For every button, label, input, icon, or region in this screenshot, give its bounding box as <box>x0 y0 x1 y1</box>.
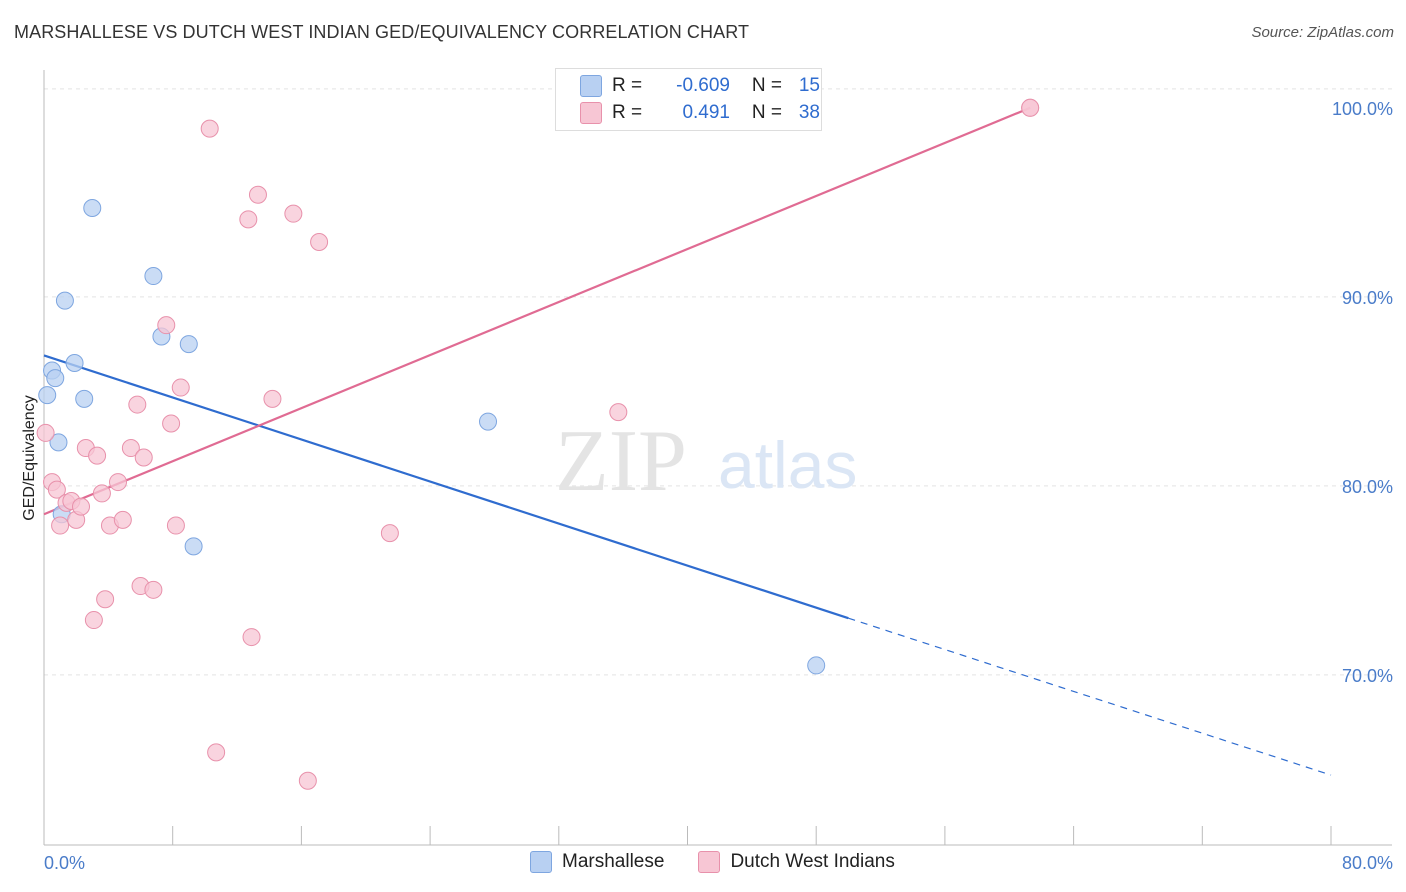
trend-lines <box>43 106 1332 776</box>
tick-labels: 70.0% 80.0% 90.0% 100.0% 0.0% 80.0% <box>44 99 1393 873</box>
legend-row-dutch-west-indians: R = 0.491 N = 38 <box>580 100 820 126</box>
dutch-west-indians-point <box>171 378 190 397</box>
marshallese-point <box>65 353 84 372</box>
legend-item-dutch-west-indians[interactable]: Dutch West Indians <box>698 851 895 873</box>
legend-row-marshallese: R = -0.609 N = 15 <box>580 73 820 99</box>
dutch-west-indians-point <box>84 611 103 630</box>
dutch-west-indians-point <box>380 524 399 543</box>
legend-item-marshallese[interactable]: Marshallese <box>530 851 664 873</box>
legend-n-label: N = <box>751 102 782 123</box>
dutch-west-indians-point <box>121 439 140 458</box>
marshallese-point <box>807 656 826 675</box>
dutch-west-indians-point <box>609 403 628 422</box>
legend-n-label: N = <box>751 75 782 96</box>
legend-r-value: 0.491 <box>682 102 730 123</box>
dutch-west-indians-point <box>109 473 128 492</box>
dutch-west-indians-point <box>248 185 267 204</box>
dutch-west-indians-point <box>263 389 282 408</box>
trend-line-marshallese <box>43 354 849 620</box>
dutch-west-indians-point <box>242 628 261 647</box>
dutch-west-indians-point <box>96 590 115 609</box>
stats-legend: R = -0.609 N = 15 R = 0.491 N = 38 <box>555 68 822 131</box>
trend-line-dutch-west-indians <box>43 106 1031 516</box>
dutch-west-indians-point <box>72 497 91 516</box>
dutch-west-indians-point <box>157 316 176 335</box>
marshallese-point <box>144 267 163 286</box>
source-credit: Source: ZipAtlas.com <box>1251 24 1394 41</box>
dutch-west-indians-point <box>200 119 219 138</box>
marshallese-point <box>55 291 74 310</box>
y-axis-title: GED/Equivalency <box>21 395 38 520</box>
trend-line-marshallese-extension <box>848 617 1332 776</box>
series-legend: Marshallese Dutch West Indians <box>530 851 929 873</box>
dutch-west-indians-point <box>134 448 153 467</box>
legend-r-label: R = <box>612 102 643 123</box>
dutch-west-indians-point <box>1021 98 1040 117</box>
dutch-west-indians-point <box>310 233 329 252</box>
legend-swatch-pink <box>580 102 602 124</box>
marshallese-point <box>184 537 203 556</box>
dutch-west-indians-point <box>51 516 70 535</box>
dutch-west-indians-point <box>239 210 258 229</box>
data-points <box>36 98 1040 790</box>
watermark: ZIP atlas <box>555 413 857 510</box>
legend-r-value: -0.609 <box>676 75 730 96</box>
y-tick-label: 70.0% <box>1342 666 1393 686</box>
dutch-west-indians-point <box>144 580 163 599</box>
legend-swatch-pink <box>698 851 721 873</box>
dutch-west-indians-point <box>298 771 317 790</box>
dutch-west-indians-point <box>88 446 107 465</box>
dutch-west-indians-point <box>36 423 55 442</box>
legend-r-label: R = <box>612 75 643 96</box>
x-tick-label: 80.0% <box>1342 853 1393 873</box>
dutch-west-indians-point <box>166 516 185 535</box>
marshallese-point <box>83 198 102 217</box>
legend-swatch-blue <box>580 75 602 97</box>
legend-swatch-blue <box>530 851 552 873</box>
dutch-west-indians-point <box>113 510 132 529</box>
marshallese-point <box>49 433 68 452</box>
gridlines <box>44 88 1392 676</box>
watermark-zip: ZIP <box>555 413 687 510</box>
marshallese-point <box>179 335 198 354</box>
legend-n-value: 38 <box>798 102 820 123</box>
dutch-west-indians-point <box>128 395 147 414</box>
y-tick-label: 100.0% <box>1332 99 1393 119</box>
dutch-west-indians-point <box>47 480 66 499</box>
watermark-atlas: atlas <box>718 428 857 502</box>
dutch-west-indians-point <box>92 484 111 503</box>
marshallese-point <box>479 412 498 431</box>
chart-title: MARSHALLESE VS DUTCH WEST INDIAN GED/EQU… <box>14 22 750 42</box>
dutch-west-indians-point <box>207 743 226 762</box>
legend-label: Dutch West Indians <box>730 851 895 872</box>
marshallese-point <box>46 369 65 388</box>
marshallese-point <box>75 389 94 408</box>
x-tick-label: 0.0% <box>44 853 85 873</box>
legend-label: Marshallese <box>562 851 665 872</box>
dutch-west-indians-point <box>162 414 181 433</box>
y-tick-label: 80.0% <box>1342 477 1393 497</box>
axes <box>43 70 1392 846</box>
legend-n-value: 15 <box>798 75 820 96</box>
dutch-west-indians-point <box>284 204 303 223</box>
y-tick-label: 90.0% <box>1342 288 1393 308</box>
marshallese-point <box>38 386 57 405</box>
